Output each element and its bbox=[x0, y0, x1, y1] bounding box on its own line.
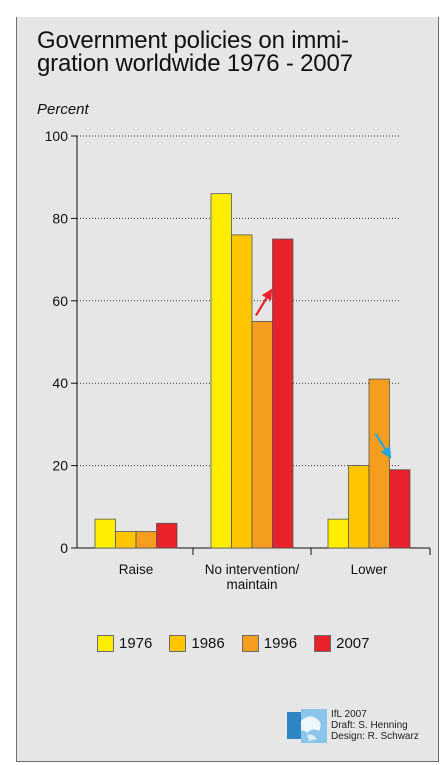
bar bbox=[389, 469, 411, 549]
credits: IfL 2007 Draft: S. Henning Design: R. Sc… bbox=[331, 709, 419, 742]
category-label: Raise bbox=[119, 562, 154, 577]
credit-line: Draft: S. Henning bbox=[331, 720, 408, 731]
credit-line: Design: R. Schwarz bbox=[331, 731, 419, 742]
bar bbox=[156, 522, 178, 549]
bar bbox=[251, 320, 273, 549]
legend-label: 1976 bbox=[119, 634, 153, 652]
bar bbox=[368, 378, 390, 549]
legend-item: 1986 bbox=[169, 634, 225, 652]
title-line-2: gration worldwide 1976 - 2007 bbox=[37, 50, 353, 77]
chart-title: Government policies on immi- gration wor… bbox=[37, 27, 422, 77]
legend-swatch bbox=[314, 634, 332, 652]
y-tick-label: 0 bbox=[60, 540, 68, 556]
bar bbox=[210, 193, 232, 549]
legend: 1976 1986 1996 2007 bbox=[97, 633, 387, 653]
chart-panel: Government policies on immi- gration wor… bbox=[16, 17, 439, 762]
legend-label: 1996 bbox=[263, 634, 298, 652]
credit-line: IfL 2007 bbox=[331, 709, 367, 720]
category-label: maintain bbox=[226, 577, 277, 592]
y-tick-label: 60 bbox=[52, 293, 68, 309]
y-tick-label: 40 bbox=[52, 375, 68, 391]
legend-label: 2007 bbox=[336, 634, 370, 652]
bar bbox=[94, 518, 116, 549]
bar bbox=[115, 531, 137, 549]
y-tick-label: 80 bbox=[52, 210, 68, 226]
y-tick-label: 20 bbox=[52, 458, 68, 474]
trend-arrow-down bbox=[374, 433, 392, 459]
bar-chart: 0 20 40 60 80 100 Raise No intervention/maintai… bbox=[45, 128, 431, 592]
trend-arrow-up bbox=[255, 288, 273, 316]
bar bbox=[327, 518, 349, 549]
bar bbox=[135, 531, 157, 549]
legend-swatch bbox=[241, 634, 259, 652]
category-label: Lower bbox=[351, 562, 388, 577]
y-tick-label: 100 bbox=[45, 128, 69, 144]
legend-label: 1986 bbox=[191, 634, 225, 652]
ifl-logo-icon bbox=[287, 709, 327, 743]
legend-swatch bbox=[169, 634, 187, 652]
title-line-1: Government policies on immi- bbox=[37, 27, 349, 54]
y-axis-label: Percent bbox=[37, 101, 89, 118]
legend-swatch bbox=[97, 634, 114, 652]
legend-item: 1996 bbox=[241, 634, 298, 652]
bar bbox=[348, 465, 370, 549]
category-label: No intervention/ bbox=[205, 562, 300, 577]
bar bbox=[272, 238, 294, 549]
legend-item: 2007 bbox=[314, 634, 370, 652]
legend-item: 1976 bbox=[97, 634, 153, 652]
bar bbox=[231, 234, 253, 549]
